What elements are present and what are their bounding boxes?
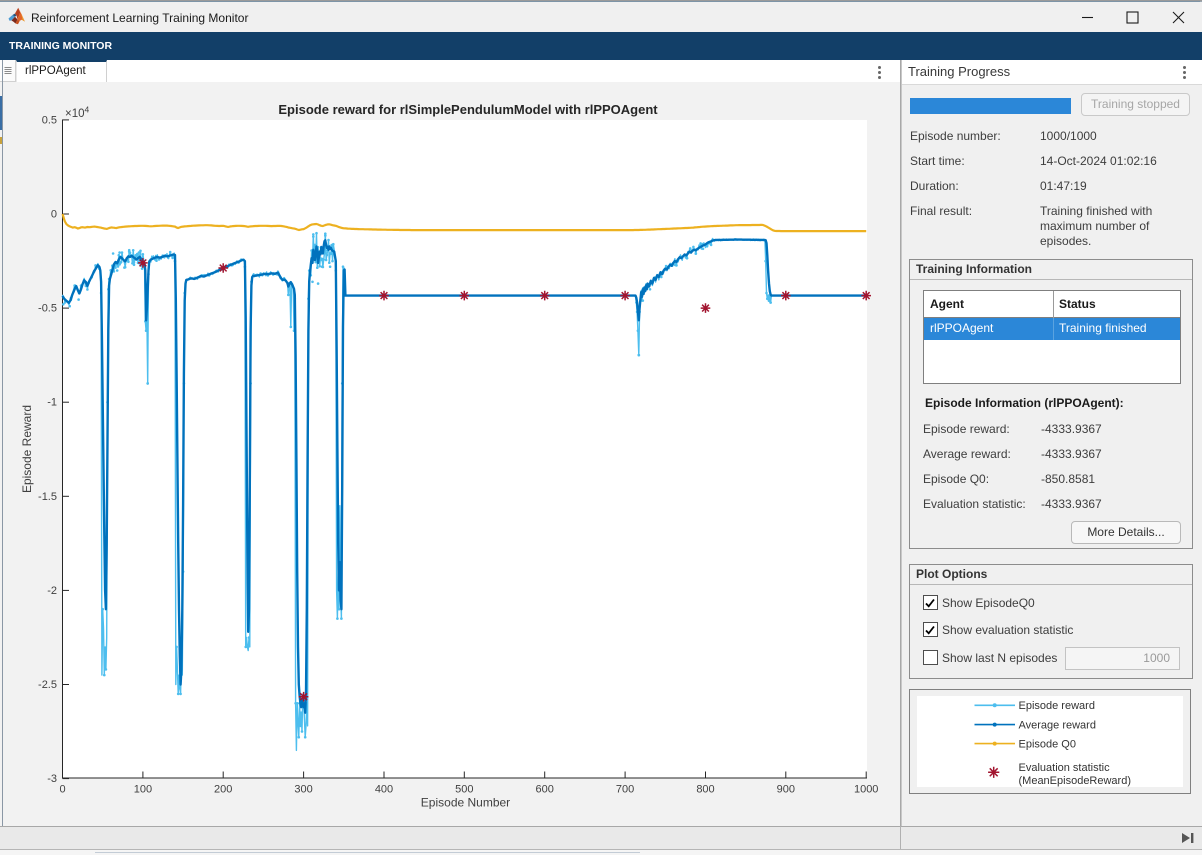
svg-text:200: 200 [214, 784, 232, 796]
svg-text:Episode Q0: Episode Q0 [1019, 738, 1076, 750]
svg-text:×104: ×104 [65, 105, 90, 121]
svg-text:Average reward: Average reward [1019, 719, 1096, 731]
svg-text:800: 800 [696, 784, 714, 796]
svg-text:Episode reward: Episode reward [1019, 700, 1095, 712]
svg-text:Evaluation statistic: Evaluation statistic [1019, 762, 1111, 774]
svg-text:(MeanEpisodeReward): (MeanEpisodeReward) [1019, 775, 1132, 787]
svg-text:Episode reward for rlSimplePen: Episode reward for rlSimplePendulumModel… [278, 102, 658, 117]
svg-text:-3: -3 [47, 773, 57, 785]
svg-text:0: 0 [59, 784, 65, 796]
svg-text:0.5: 0.5 [42, 114, 57, 126]
svg-text:300: 300 [294, 784, 312, 796]
svg-text:-2: -2 [47, 585, 57, 597]
svg-text:900: 900 [777, 784, 795, 796]
svg-text:Episode Reward: Episode Reward [20, 405, 34, 493]
svg-text:500: 500 [455, 784, 473, 796]
svg-text:100: 100 [134, 784, 152, 796]
svg-text:-0.5: -0.5 [38, 303, 57, 315]
svg-text:0: 0 [51, 209, 57, 221]
svg-text:-1.5: -1.5 [38, 491, 57, 503]
svg-text:Episode Number: Episode Number [421, 796, 510, 810]
svg-text:-1: -1 [47, 397, 57, 409]
svg-text:700: 700 [616, 784, 634, 796]
svg-text:1000: 1000 [854, 784, 878, 796]
svg-text:-2.5: -2.5 [38, 679, 57, 691]
svg-text:400: 400 [375, 784, 393, 796]
svg-text:600: 600 [536, 784, 554, 796]
